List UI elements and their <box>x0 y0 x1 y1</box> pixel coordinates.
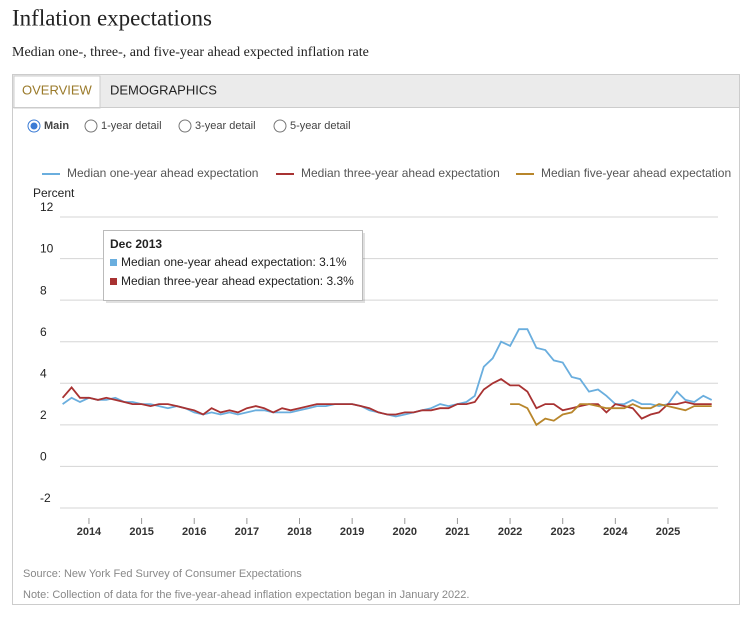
x-tick-label: 2014 <box>77 526 102 538</box>
note: Note: Collection of data for the five-ye… <box>23 589 469 601</box>
y-tick-label: 6 <box>40 325 47 339</box>
tab[interactable]: DEMOGRAPHICS <box>110 82 217 97</box>
x-tick-label: 2016 <box>182 526 206 538</box>
x-tick-label: 2023 <box>550 526 574 538</box>
radio-label[interactable]: 3-year detail <box>195 120 256 132</box>
tab-active[interactable] <box>13 75 101 109</box>
legend-label: Median five-year ahead expectation <box>541 166 731 180</box>
x-tick-label: 2020 <box>393 526 417 538</box>
x-tick-label: 2021 <box>445 526 469 538</box>
series-line <box>510 403 712 427</box>
x-tick-label: 2022 <box>498 526 522 538</box>
radio-label[interactable]: Main <box>44 120 69 132</box>
series-line <box>61 378 712 420</box>
subtitle: Median one-, three-, and five-year ahead… <box>12 45 369 60</box>
y-axis-label: Percent <box>33 186 75 200</box>
tooltip-swatch <box>110 278 117 285</box>
tooltip-item: Median one-year ahead expectation: 3.1% <box>121 255 347 269</box>
tooltip-item: Median three-year ahead expectation: 3.3… <box>121 274 354 288</box>
radio[interactable] <box>273 119 287 133</box>
y-tick-label: 4 <box>40 366 47 380</box>
tab[interactable]: OVERVIEW <box>22 82 93 97</box>
radio[interactable] <box>84 119 98 133</box>
page-title: Inflation expectations <box>12 5 212 30</box>
y-tick-label: 12 <box>40 200 54 214</box>
tooltip-title: Dec 2013 <box>110 237 162 251</box>
y-tick-label: 10 <box>40 242 54 256</box>
y-tick-label: 2 <box>40 408 47 422</box>
legend-label: Median three-year ahead expectation <box>301 166 500 180</box>
x-tick-label: 2018 <box>287 526 311 538</box>
tab-bar <box>13 75 739 107</box>
tooltip-swatch <box>110 259 117 266</box>
source: Source: New York Fed Survey of Consumer … <box>23 568 302 580</box>
x-tick-label: 2024 <box>603 526 628 538</box>
legend-label: Median one-year ahead expectation <box>67 166 258 180</box>
y-tick-label: 8 <box>40 283 47 297</box>
radio-label[interactable]: 5-year detail <box>290 120 351 132</box>
x-tick-label: 2015 <box>129 526 153 538</box>
radio-label[interactable]: 1-year detail <box>101 120 162 132</box>
x-tick-label: 2017 <box>235 526 259 538</box>
panel <box>12 74 740 605</box>
radio-dot <box>30 122 38 130</box>
chart: Percent -2 0 2 4 6 8 10 12 2014 2015 2016 2017 2018 20… <box>33 166 731 538</box>
options: Main 1-year detail 3-year detail 5-year det… <box>27 119 351 133</box>
x-tick-label: 2019 <box>340 526 364 538</box>
radio[interactable] <box>178 119 192 133</box>
y-tick-label: 0 <box>40 450 47 464</box>
x-tick-label: 2025 <box>656 526 680 538</box>
tooltip <box>103 230 363 301</box>
y-tick-label: -2 <box>40 491 51 505</box>
